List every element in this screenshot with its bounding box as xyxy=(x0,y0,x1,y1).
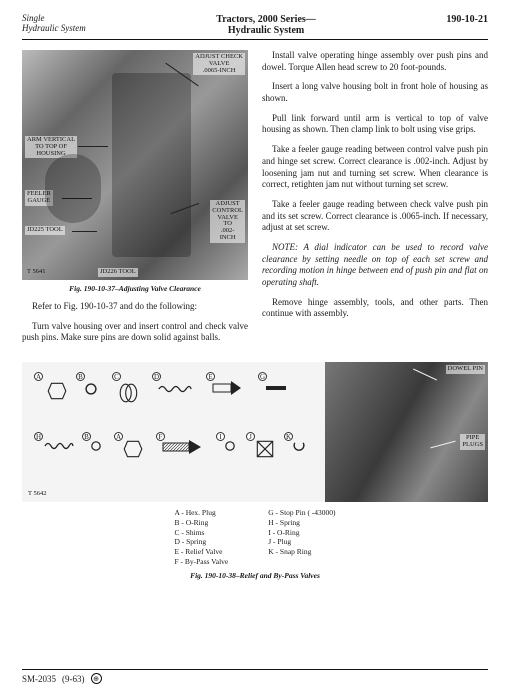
page-header: Single Hydraulic System Tractors, 2000 S… xyxy=(22,14,488,40)
fig2-tcode: T 5642 xyxy=(26,490,48,499)
figure-1-caption: Fig. 190-10-37–Adjusting Valve Clearance xyxy=(22,284,248,293)
legend-c: C - Shims xyxy=(174,528,228,538)
legend-j: J - Plug xyxy=(268,537,335,547)
left-p1: Refer to Fig. 190-10-37 and do the follo… xyxy=(22,301,248,313)
header-left: Single Hydraulic System xyxy=(22,14,86,36)
part-label-h: H xyxy=(34,432,43,441)
callout-jd225-tool: JD225 TOOL xyxy=(25,226,65,235)
right-p4: Take a feeler gauge reading between cont… xyxy=(262,144,488,191)
part-a2-hex-plug xyxy=(122,438,144,460)
part-label-c: C xyxy=(112,372,121,381)
figure-2-caption: Fig. 190-10-38–Relief and By-Pass Valves xyxy=(22,571,488,580)
right-p5: Take a feeler gauge reading between chec… xyxy=(262,199,488,234)
legend-a: A - Hex. Plug xyxy=(174,508,228,518)
legend-k: K - Snap Ring xyxy=(268,547,335,557)
callout-feeler-gauge: FEELER GAUGE xyxy=(25,190,53,206)
legend-f: F - By-Pass Valve xyxy=(174,557,228,567)
left-column: ADJUST CHECK VALVE .0065-INCH ARM VERTIC… xyxy=(22,50,248,352)
exploded-parts-area: A B C D E G H B A F I J K xyxy=(22,362,325,502)
callout-adjust-control: ADJUST CONTROL VALVE TO .002- INCH xyxy=(210,200,245,243)
part-a-hex-plug xyxy=(46,380,68,402)
part-label-b: B xyxy=(76,372,85,381)
part-g-stop-pin xyxy=(266,384,286,392)
part-c-shims xyxy=(118,382,140,404)
part-j-plug xyxy=(254,438,276,460)
legend-b: B - O-Ring xyxy=(174,518,228,528)
part-h-spring xyxy=(44,440,74,452)
legend-h: H - Spring xyxy=(268,518,335,528)
part-e-relief-valve xyxy=(212,380,242,396)
footer-date: (9-63) xyxy=(62,674,85,684)
footer-sm: SM-2035 xyxy=(22,674,56,684)
callout-pipe-plugs: PIPE PLUGS xyxy=(460,434,485,450)
callout-adjust-check: ADJUST CHECK VALVE .0065-INCH xyxy=(193,53,245,75)
right-p7: Remove hinge assembly, tools, and other … xyxy=(262,297,488,320)
part-b2-oring xyxy=(90,440,102,452)
right-note: NOTE: A dial indicator can be used to re… xyxy=(262,242,488,289)
legend-e: E - Relief Valve xyxy=(174,547,228,557)
part-label-d: D xyxy=(152,372,161,381)
part-f-bypass-valve xyxy=(162,438,202,456)
right-p3: Pull link forward until arm is vertical … xyxy=(262,113,488,136)
callout-dowel-pin: DOWEL PIN xyxy=(446,365,485,374)
page-footer: SM-2035 (9-63) ⊕ xyxy=(22,669,488,684)
left-p2: Turn valve housing over and insert contr… xyxy=(22,321,248,344)
figure-2-legend: A - Hex. Plug B - O-Ring C - Shims D - S… xyxy=(22,508,488,567)
right-p2: Insert a long valve housing bolt in fron… xyxy=(262,81,488,104)
part-label-a: A xyxy=(34,372,43,381)
header-left-line2: Hydraulic System xyxy=(22,24,86,34)
right-column: Install valve operating hinge assembly o… xyxy=(262,50,488,352)
footer-mark-icon: ⊕ xyxy=(91,673,102,684)
figure-1-photo: ADJUST CHECK VALVE .0065-INCH ARM VERTIC… xyxy=(22,50,248,280)
part-label-g: G xyxy=(258,372,267,381)
part-i-oring xyxy=(224,440,236,452)
legend-g: G - Stop Pin ( -43000) xyxy=(268,508,335,518)
housing-photo-area: DOWEL PIN PIPE PLUGS xyxy=(325,362,488,502)
legend-right-col: G - Stop Pin ( -43000) H - Spring I - O-… xyxy=(268,508,335,567)
part-b-oring xyxy=(84,382,98,396)
header-center: Tractors, 2000 Series— Hydraulic System xyxy=(216,14,316,36)
figure-2-wrap: A B C D E G H B A F I J K xyxy=(22,362,488,580)
body-columns: ADJUST CHECK VALVE .0065-INCH ARM VERTIC… xyxy=(22,50,488,352)
right-p1: Install valve operating hinge assembly o… xyxy=(262,50,488,73)
legend-left-col: A - Hex. Plug B - O-Ring C - Shims D - S… xyxy=(174,508,228,567)
part-k-snap-ring xyxy=(292,440,306,454)
figure-2-illustration: A B C D E G H B A F I J K xyxy=(22,362,488,502)
legend-d: D - Spring xyxy=(174,537,228,547)
fig1-tcode: T 5641 xyxy=(25,268,47,277)
header-right: 190-10-21 xyxy=(446,14,488,36)
part-d-spring xyxy=(158,382,192,396)
callout-jd226-tool: JD226 TOOL xyxy=(98,268,138,277)
callout-arm-vertical: ARM VERTICAL TO TOP OF HOUSING xyxy=(25,136,77,158)
legend-i: I - O-Ring xyxy=(268,528,335,538)
